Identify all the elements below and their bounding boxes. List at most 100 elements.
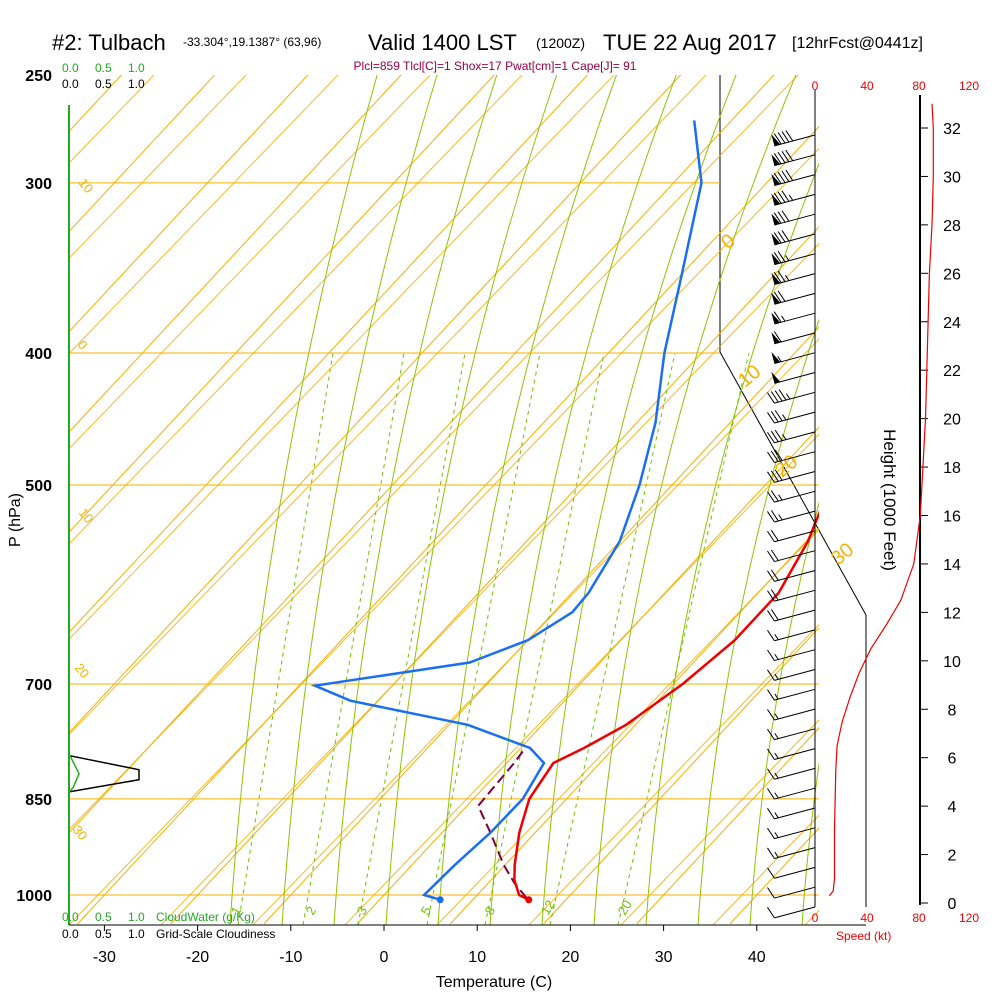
wind-barb [771, 190, 816, 206]
wind-barb-flag [767, 590, 775, 602]
isotherm-50 [823, 63, 1000, 924]
wind-barb-flag [777, 132, 786, 144]
isotherm--20 [170, 226, 819, 925]
x-tick-40: 40 [748, 949, 766, 966]
station-title: #2: Tulbach [52, 30, 166, 55]
cloudiness-tick-bottom-0: 0.0 [62, 927, 79, 941]
wind-barb [767, 807, 816, 820]
wind-barb-flag [767, 768, 775, 780]
pressure-tick-300: 300 [25, 176, 52, 193]
moist-adiabat-label-10: 10 [734, 361, 765, 392]
valid-time: Valid 1400 LST [368, 30, 517, 55]
wind-barb-half-flag [788, 194, 794, 201]
wind-barb [767, 589, 816, 602]
wind-barb-flag [770, 529, 779, 542]
dewpoint-curve [310, 120, 703, 901]
dry-adiabat-10 [989, 45, 1000, 925]
height-tick-0: 0 [948, 896, 957, 913]
speed-tick-top-40: 40 [860, 79, 874, 93]
wind-barb-flag [778, 389, 787, 401]
speed-tick-top-0: 0 [812, 79, 819, 93]
wind-barb-flag [767, 550, 775, 562]
cloudiness-tick-top-2: 1.0 [128, 77, 145, 91]
wind-barb [767, 787, 816, 800]
wind-barb [767, 490, 816, 503]
moist-adiabat-6 [541, 75, 737, 925]
cloud-water-tick-top-2: 1.0 [128, 61, 145, 75]
wind-barb-staff [774, 609, 816, 622]
wind-barb-flag [767, 431, 775, 444]
wind-barb [771, 210, 816, 226]
wind-barb-pennant [771, 292, 781, 305]
wind-barb-staff [774, 629, 816, 642]
wind-barb [767, 410, 816, 424]
sounding-parameters: Plcl=859 Tlcl[C]=1 Shox=17 Pwat[cm]=1 Ca… [354, 59, 637, 73]
wind-speed-curve-group [828, 103, 934, 897]
x-tick--30: -30 [93, 949, 116, 966]
mixing-ratio-line-6 [617, 352, 750, 925]
wind-barb-half-flag [777, 356, 782, 363]
pressure-tick-700: 700 [25, 677, 52, 694]
dry-adiabat--6 [69, 75, 339, 355]
cloud-water-profile [68, 753, 80, 793]
height-tick-20: 20 [943, 412, 961, 429]
wind-barb [771, 230, 816, 246]
zulu-time: (1200Z) [536, 35, 585, 51]
height-tick-14: 14 [943, 557, 961, 574]
wind-barb-half-flag [774, 693, 779, 700]
wind-barb [767, 767, 816, 780]
cloud-water-tick-bottom-1: 0.5 [95, 910, 112, 924]
temperature-curve [513, 510, 819, 901]
wind-barb-staff [774, 807, 816, 820]
dry-adiabat-8 [804, 909, 819, 925]
wind-barb-flag [770, 411, 779, 423]
height-tick-10: 10 [943, 654, 961, 671]
x-tick-10: 10 [468, 949, 486, 966]
height-tick-2: 2 [948, 848, 957, 865]
wind-barb-flag [767, 689, 775, 701]
wind-barb-half-flag [781, 315, 786, 322]
wind-barb-flag [770, 391, 779, 403]
wind-barb-flag [773, 271, 782, 283]
wind-barb-half-flag [782, 414, 787, 421]
isotherm--80 [69, 75, 402, 433]
wind-barb [767, 886, 816, 899]
cloudiness-tick-top-1: 0.5 [95, 77, 112, 91]
wind-barb-pennant [771, 193, 781, 206]
forecast-date: TUE 22 Aug 2017 [603, 30, 777, 55]
height-tick-6: 6 [948, 751, 957, 768]
mixing-ratio-label-8: 8 [482, 904, 499, 918]
isotherm-40 [729, 827, 819, 925]
pressure-tick-1000: 1000 [16, 888, 52, 905]
wind-barb-flag [767, 827, 775, 839]
isotherm--10 [263, 326, 819, 925]
dry-adiabat-6 [620, 719, 819, 925]
height-tick-28: 28 [943, 218, 961, 235]
isotherm--100 [69, 75, 216, 233]
surface-temperature-dot [525, 896, 533, 904]
wind-barb-flag [770, 549, 779, 561]
mixing-ratio-label-20: 20 [615, 897, 635, 917]
wind-barb [771, 290, 816, 305]
wind-barb-flag [777, 171, 786, 183]
pressure-tick-250: 250 [25, 68, 52, 85]
wind-barb-flag [773, 252, 782, 264]
sounding-plot-area [69, 45, 1000, 925]
wind-barb-flag [770, 430, 779, 443]
wind-barb-flag [777, 270, 786, 282]
wind-barb-flag [767, 610, 775, 622]
height-tick-24: 24 [943, 315, 961, 332]
wind-barb-pennant [771, 233, 781, 245]
height-tick-16: 16 [943, 509, 961, 526]
wind-barb-flag [767, 709, 775, 721]
wind-barb-half-flag [785, 393, 791, 400]
bottom-cloud-scale: 0.0 0.5 1.0 CloudWater (g/Kg) 0.0 0.5 1.… [62, 910, 275, 941]
wind-barb-flag [770, 510, 779, 522]
wind-barb [767, 529, 816, 543]
height-tick-12: 12 [943, 605, 961, 622]
wind-barb-flag [770, 470, 779, 482]
wind-barb-flag [767, 451, 775, 463]
wind-barb-staff [774, 490, 816, 503]
wind-barb-flag [767, 728, 775, 740]
wind-barb-flag [767, 788, 775, 800]
